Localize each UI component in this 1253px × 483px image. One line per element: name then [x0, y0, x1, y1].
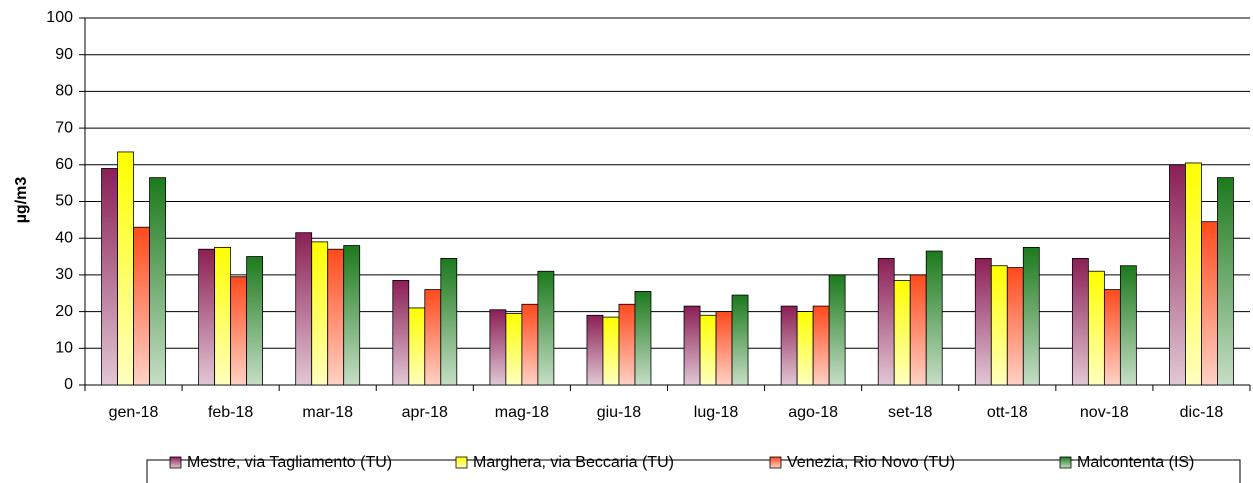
legend-swatch	[769, 456, 782, 469]
bar	[1169, 164, 1186, 386]
y-tick-label: 70	[55, 119, 73, 136]
bar	[812, 305, 830, 386]
y-tick-label: 50	[55, 193, 73, 210]
bar	[214, 246, 232, 386]
bar	[1217, 177, 1234, 386]
bar	[311, 241, 329, 386]
x-tick-label: feb-18	[208, 404, 253, 421]
bar	[715, 311, 733, 386]
bar	[295, 232, 313, 386]
bar	[1185, 162, 1202, 386]
bar	[1087, 270, 1105, 386]
bar	[828, 274, 846, 386]
bar	[327, 248, 345, 386]
bar	[133, 226, 150, 386]
y-tick-label: 90	[55, 46, 73, 63]
bar	[230, 276, 248, 386]
x-tick-label: lug-18	[694, 404, 739, 421]
x-tick-label: set-18	[888, 404, 933, 421]
bar	[974, 257, 992, 386]
x-tick-label: giu-18	[597, 404, 642, 421]
bar	[618, 303, 636, 386]
bar	[1201, 221, 1218, 386]
y-tick-label: 100	[46, 9, 73, 26]
bar	[634, 291, 652, 386]
bar	[343, 245, 361, 386]
legend-box	[146, 459, 1241, 483]
bar	[1006, 267, 1024, 386]
x-tick-label: nov-18	[1080, 404, 1129, 421]
bar	[893, 280, 911, 386]
bar	[683, 305, 701, 386]
legend-label: Marghera, via Beccaria (TU)	[473, 454, 674, 471]
bar	[489, 309, 507, 386]
legend-swatch	[169, 456, 182, 469]
bar	[101, 168, 118, 386]
bar	[424, 289, 442, 386]
bar	[246, 256, 264, 386]
x-tick-label: mag-18	[495, 404, 549, 421]
bar	[537, 270, 555, 386]
bar	[1103, 289, 1121, 386]
bar	[877, 257, 895, 386]
x-tick-label: dic-18	[1180, 404, 1224, 421]
y-tick-label: 40	[55, 229, 73, 246]
x-tick-label: ago-18	[788, 404, 838, 421]
legend-label: Venezia, Rio Novo (TU)	[787, 454, 955, 471]
x-tick-label: mar-18	[302, 404, 353, 421]
x-tick-label: gen-18	[109, 404, 159, 421]
y-tick-label: 10	[55, 340, 73, 357]
bar	[909, 274, 927, 386]
bar	[408, 307, 426, 386]
bar	[1119, 265, 1137, 386]
y-tick-label: 60	[55, 156, 73, 173]
bar	[198, 248, 216, 386]
bar	[1022, 246, 1040, 386]
y-tick-label: 20	[55, 303, 73, 320]
bar	[796, 311, 814, 386]
bar	[586, 314, 604, 386]
y-tick-label: 80	[55, 83, 73, 100]
x-tick-label: ott-18	[987, 404, 1028, 421]
bar	[780, 305, 798, 386]
bar	[990, 265, 1008, 386]
legend-label: Malcontenta (IS)	[1077, 454, 1194, 471]
bar	[699, 314, 717, 386]
bar	[602, 316, 620, 386]
legend-swatch	[1059, 456, 1072, 469]
bar	[1071, 257, 1089, 386]
bar	[505, 313, 523, 386]
y-axis-label: µg/m3	[13, 177, 30, 224]
bar	[149, 177, 166, 386]
bar	[440, 257, 458, 386]
bar	[521, 303, 539, 386]
y-tick-label: 30	[55, 266, 73, 283]
legend-label: Mestre, via Tagliamento (TU)	[187, 454, 392, 471]
bar	[392, 280, 410, 386]
bar	[925, 250, 943, 386]
legend-swatch	[455, 456, 468, 469]
bar	[731, 294, 749, 386]
x-tick-label: apr-18	[402, 404, 448, 421]
bar	[117, 151, 134, 386]
y-tick-label: 0	[64, 376, 73, 393]
